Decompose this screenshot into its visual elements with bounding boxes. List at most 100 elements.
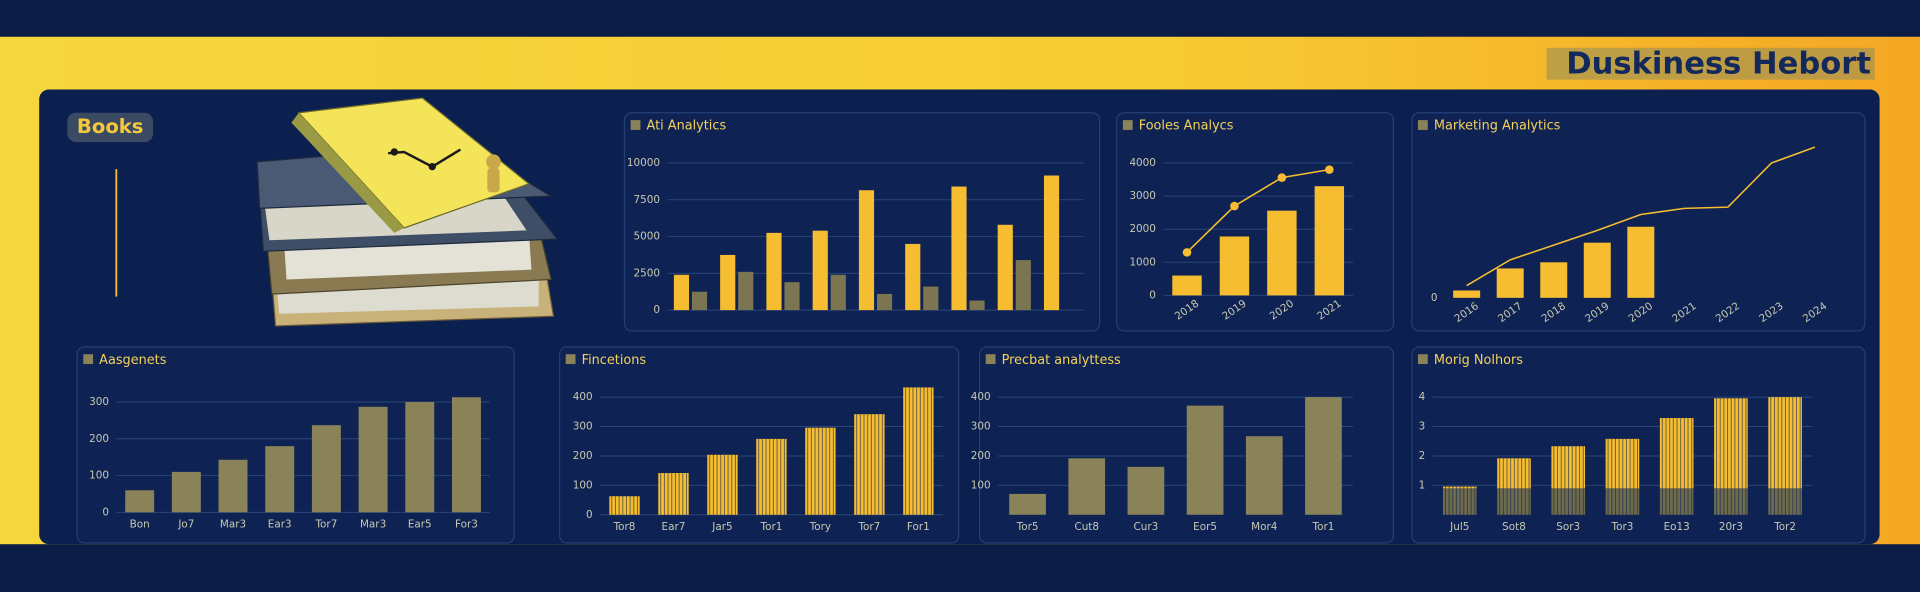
bar [1127,466,1165,515]
x-tick-label: Tor2 [1773,521,1796,533]
x-tick-label: Ear3 [268,519,292,531]
bar [997,224,1013,311]
panel-icon [1417,120,1428,130]
chart-title: Aasgenets [99,353,167,368]
y-tick-label: 1 [1419,479,1426,491]
bar [673,274,690,311]
chart-panel [76,346,515,544]
x-tick-label: Eor5 [1193,521,1217,533]
panel-icon [630,120,641,130]
bar [1627,226,1655,298]
title-highlight [1546,47,1875,80]
x-tick-label: Ear5 [408,519,432,531]
bar [876,293,893,311]
x-tick-label: Sor3 [1556,521,1580,533]
x-tick-label: For3 [455,519,478,531]
bar [969,300,985,311]
y-tick-label: 200 [971,450,991,462]
line-point [1325,165,1334,174]
bar [720,254,736,311]
x-tick-label: Tor3 [1611,521,1634,533]
bar [1068,458,1106,515]
bar [784,282,800,311]
y-tick-label: 200 [89,433,109,445]
chart-panel [1411,112,1866,332]
x-tick-label: For1 [907,521,930,533]
line-point [1277,173,1287,182]
chart-title: Marketing Analytics [1434,119,1561,134]
bar [125,490,155,513]
y-tick-label: 4000 [1129,157,1155,169]
y-tick-label: 400 [573,391,593,403]
line-point [1182,248,1192,257]
x-tick-label: Tory [809,521,831,533]
bar [766,232,782,311]
bar [805,427,836,515]
y-tick-label: 1000 [1129,256,1155,268]
bar [311,425,341,513]
panel-icon [1417,354,1428,365]
x-tick-label: Ear7 [662,521,686,533]
bar [1043,175,1060,311]
bar [1015,260,1031,311]
y-tick-label: 0 [653,304,660,316]
y-tick-label: 0 [1431,292,1438,304]
y-tick-label: 2 [1419,450,1426,462]
chart-title: Fincetions [582,353,647,368]
x-tick-label: Jo7 [177,519,194,531]
bar [1245,436,1283,515]
bar [691,291,708,311]
bar [1496,268,1524,298]
bar [1583,242,1611,298]
y-tick-label: 2500 [634,267,660,279]
bar [218,459,248,513]
bar [451,397,481,513]
y-tick-label: 100 [971,479,991,491]
books-label: Books [77,115,144,138]
y-tick-label: 0 [1149,289,1156,301]
bar [830,274,846,311]
y-tick-label: 3000 [1129,190,1155,202]
panel-icon [83,354,94,365]
bar [658,473,689,515]
bar [854,414,885,515]
x-tick-label: Tor7 [857,521,880,533]
y-tick-label: 4 [1419,391,1426,403]
bar [738,271,754,311]
line [1186,168,1330,253]
bar [1305,397,1342,515]
bar [1540,262,1568,298]
bar [1009,493,1046,515]
bar [707,454,738,515]
x-tick-label: Bon [130,519,150,531]
panel-icon [1122,120,1133,130]
bar [1172,275,1202,296]
bar [756,438,787,515]
y-tick-label: 7500 [634,194,660,206]
x-tick-label: Tor7 [314,519,337,531]
bar [405,402,435,513]
bar [812,230,828,311]
bar [358,406,388,513]
y-tick-label: 2000 [1129,223,1155,235]
header-title: Duskiness Hebort [1566,46,1871,81]
x-tick-label: Sot8 [1502,521,1526,533]
bar [1453,290,1481,298]
y-tick-label: 400 [971,391,991,403]
x-tick-label: Tor1 [760,521,783,533]
bar [903,387,934,515]
bar [951,186,967,311]
y-tick-label: 300 [89,396,109,408]
y-tick-label: 200 [573,450,593,462]
y-tick-label: 0 [586,509,593,521]
y-tick-label: 300 [971,421,991,433]
y-tick-label: 100 [573,479,593,491]
x-tick-label: Mar3 [360,519,386,531]
line [1466,146,1816,287]
x-tick-label: Cur3 [1134,521,1159,533]
x-tick-label: Jul5 [1449,521,1469,533]
y-tick-label: 100 [89,470,109,482]
chart-panel [1116,112,1395,332]
bar [1186,405,1224,515]
